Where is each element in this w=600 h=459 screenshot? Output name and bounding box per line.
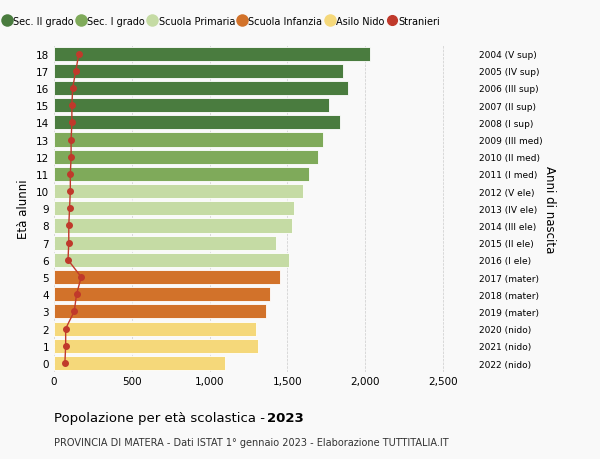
Bar xyxy=(54,65,343,78)
Bar xyxy=(54,305,266,319)
Bar xyxy=(54,253,289,267)
Bar xyxy=(54,339,258,353)
Y-axis label: Età alunni: Età alunni xyxy=(17,179,31,239)
Legend: Sec. II grado, Sec. I grado, Scuola Primaria, Scuola Infanzia, Asilo Nido, Stran: Sec. II grado, Sec. I grado, Scuola Prim… xyxy=(0,13,444,31)
Bar xyxy=(54,133,323,147)
Bar xyxy=(54,236,277,250)
Bar xyxy=(54,288,270,302)
Text: PROVINCIA DI MATERA - Dati ISTAT 1° gennaio 2023 - Elaborazione TUTTITALIA.IT: PROVINCIA DI MATERA - Dati ISTAT 1° genn… xyxy=(54,437,449,448)
Bar xyxy=(54,168,309,182)
Bar xyxy=(54,82,348,96)
Text: Popolazione per età scolastica -: Popolazione per età scolastica - xyxy=(54,412,269,425)
Bar xyxy=(54,99,329,113)
Bar xyxy=(54,47,370,62)
Bar xyxy=(54,202,293,216)
Bar xyxy=(54,116,340,130)
Text: 2023: 2023 xyxy=(267,412,304,425)
Bar xyxy=(54,270,280,285)
Bar xyxy=(54,185,303,199)
Y-axis label: Anni di nascita: Anni di nascita xyxy=(544,165,556,252)
Bar xyxy=(54,151,319,164)
Bar xyxy=(54,356,225,370)
Bar xyxy=(54,219,292,233)
Bar xyxy=(54,322,256,336)
